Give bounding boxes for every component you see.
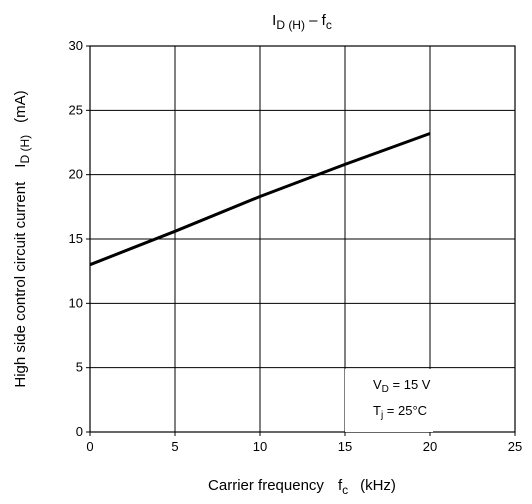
condition-vd-symbol: V [373, 377, 382, 392]
title-symbol2-sub: c [326, 18, 332, 32]
series-group [89, 132, 431, 267]
y-tick-label: 30 [69, 38, 83, 53]
y-axis-label: High side control circuit current ID (H) (… [12, 90, 32, 387]
x-tick-label: 20 [423, 439, 437, 454]
x-axis-unit: (kHz) [360, 477, 396, 494]
condition-tj-value: = 25°C [383, 403, 427, 418]
series-line [89, 132, 431, 267]
x-axis-label: Carrier frequency fc (kHz) [208, 477, 396, 497]
y-axis-symbol-sub: D (H) [18, 135, 32, 164]
x-ticks: 0 5 10 15 20 25 [86, 432, 522, 454]
condition-tj-symbol: T [373, 403, 381, 418]
x-axis-label-text: Carrier frequency [208, 477, 324, 494]
chart-title: ID (H) – fc [272, 12, 332, 32]
condition-tj: Tj = 25°C [373, 403, 427, 421]
x-tick-label: 25 [508, 439, 522, 454]
y-tick-label: 0 [76, 424, 83, 439]
y-tick-label: 25 [69, 102, 83, 117]
x-tick-label: 10 [253, 439, 267, 454]
x-axis-symbol-sub: c [342, 483, 348, 497]
y-axis-unit: (mA) [12, 90, 29, 123]
title-symbol: I [272, 12, 276, 29]
title-dash: – [305, 12, 322, 29]
y-axis-label-text: High side control circuit current [12, 181, 29, 388]
y-tick-label: 15 [69, 231, 83, 246]
y-tick-label: 10 [69, 295, 83, 310]
y-tick-label: 20 [69, 167, 83, 182]
plot-area: 0 5 10 15 20 25 0 5 10 15 20 25 30 [69, 38, 523, 454]
title-symbol2: f [322, 12, 327, 29]
condition-vd-sub: D [382, 384, 389, 395]
grid [90, 46, 515, 432]
title-symbol-sub: D (H) [276, 18, 305, 32]
x-tick-label: 15 [338, 439, 352, 454]
condition-vd: VD = 15 V [373, 377, 431, 395]
condition-box-frame [345, 369, 433, 432]
condition-vd-value: = 15 V [389, 377, 431, 392]
condition-box: VD = 15 V Tj = 25°C [345, 369, 433, 432]
y-axis-symbol: I [12, 164, 29, 168]
condition-tj-sub: j [380, 410, 383, 421]
x-axis-symbol: f [338, 477, 343, 494]
y-tick-label: 5 [76, 360, 83, 375]
x-tick-label: 0 [86, 439, 93, 454]
x-tick-label: 5 [171, 439, 178, 454]
y-ticks: 0 5 10 15 20 25 30 [69, 38, 90, 439]
